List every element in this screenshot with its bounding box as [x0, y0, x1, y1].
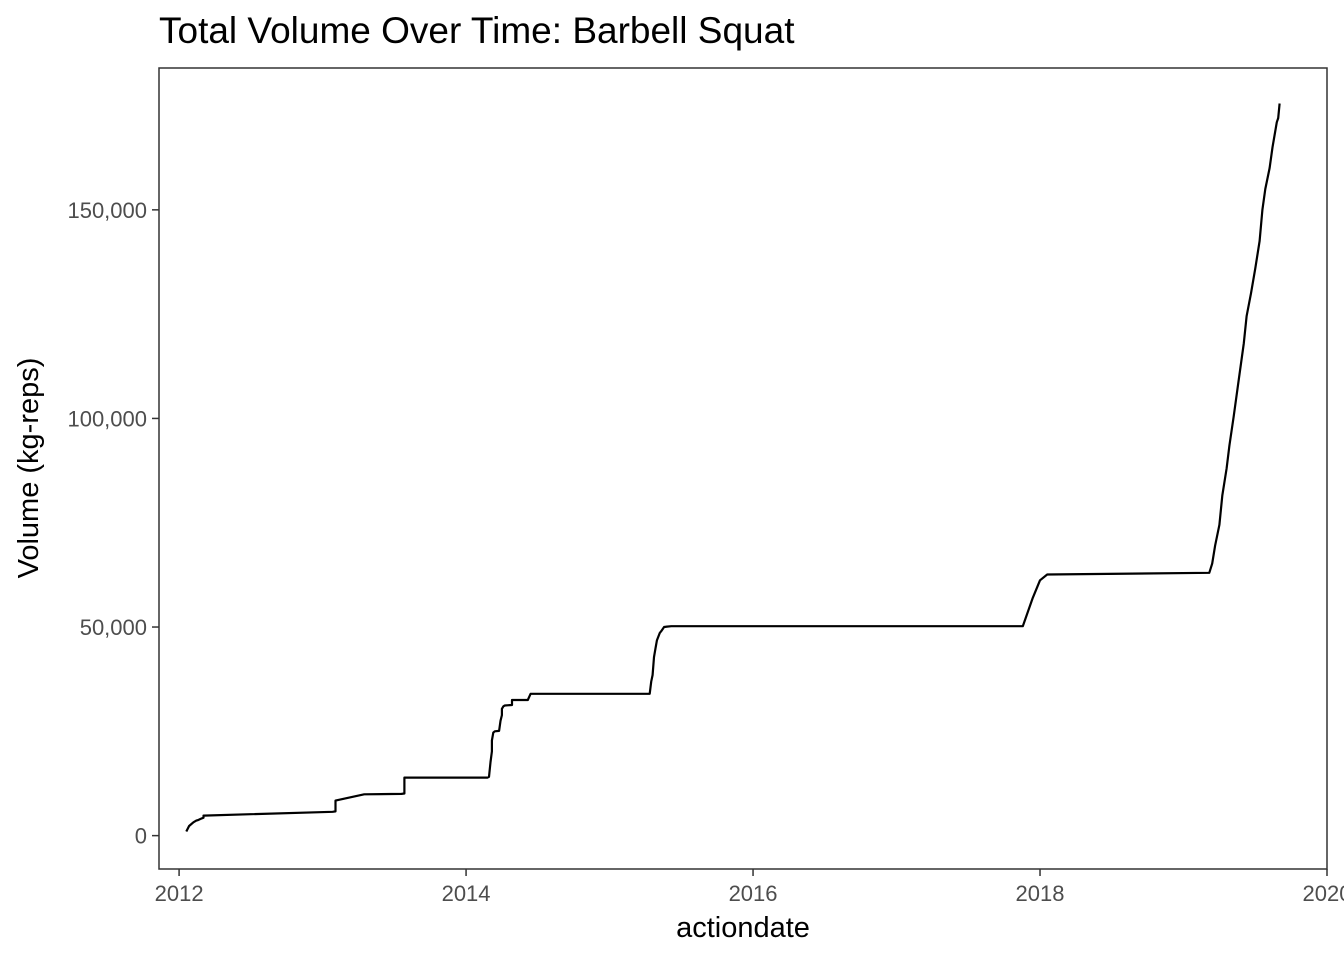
y-tick-label: 150,000	[67, 198, 147, 223]
x-tick-label: 2018	[1016, 881, 1065, 906]
y-axis: 0 50,000 100,000 150,000	[67, 198, 159, 849]
y-axis-title: Volume (kg-reps)	[13, 358, 45, 579]
y-tick-label: 0	[135, 824, 147, 849]
series-layer	[185, 103, 1281, 832]
series-line	[185, 103, 1281, 832]
x-tick-label: 2014	[442, 881, 491, 906]
plot-panel	[158, 67, 1328, 870]
y-tick-label: 100,000	[67, 406, 147, 431]
x-tick-label: 2012	[155, 881, 204, 906]
x-tick-label: 2016	[729, 881, 778, 906]
x-axis-title: actiondate	[676, 912, 810, 944]
chart-title: Total Volume Over Time: Barbell Squat	[159, 10, 795, 51]
x-axis: 2012 2014 2016 2018 2020	[155, 869, 1344, 906]
y-tick-label: 50,000	[80, 615, 147, 640]
x-tick-label: 2020	[1303, 881, 1344, 906]
